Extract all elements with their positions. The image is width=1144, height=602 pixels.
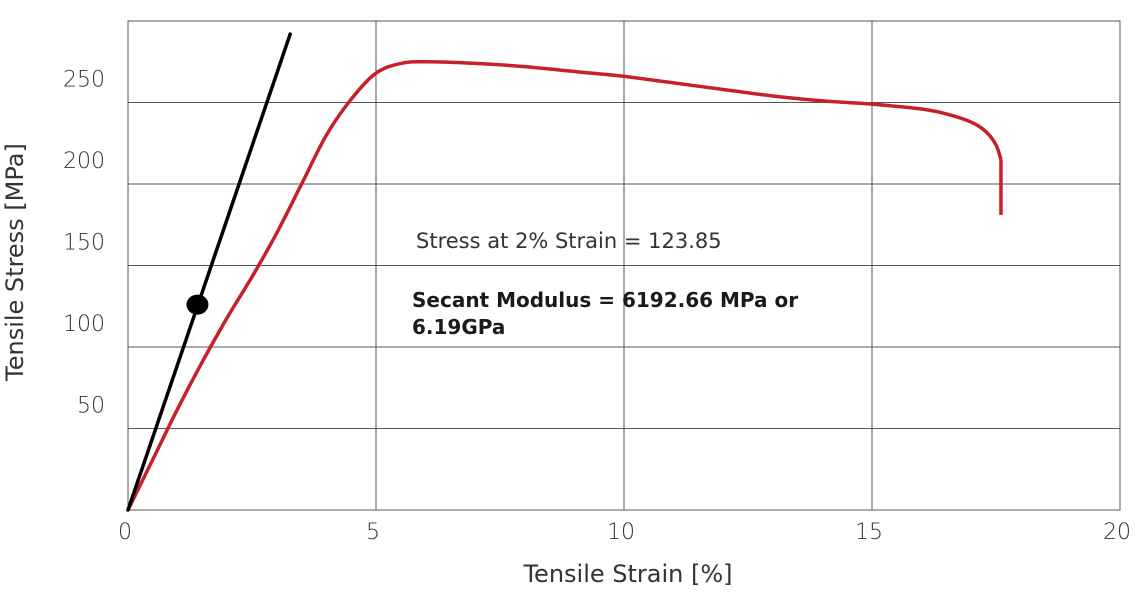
x-tick-label: 15 [855,520,883,545]
annotation-secant-modulus-line2: 6.19GPa [412,315,505,339]
x-tick-label: 20 [1103,520,1131,545]
x-tick-label: 0 [118,520,132,545]
tick-labels: 0 5 10 15 20 50 100 150 200 250 [63,68,1131,546]
x-tick-label: 10 [607,520,635,545]
y-tick-label: 200 [63,149,105,174]
stress-strain-curve [126,60,1003,511]
y-tick-label: 50 [77,394,105,419]
y-tick-label: 100 [63,312,105,337]
secant-point-marker [186,294,209,315]
x-tick-label: 5 [366,520,380,545]
annotation-secant-modulus-line1: Secant Modulus = 6192.66 MPa or [412,288,798,312]
x-axis-label: Tensile Strain [%] [522,560,732,588]
secant-line [126,32,292,512]
y-tick-label: 250 [63,68,105,93]
annotation-stress-at-2pct: Stress at 2% Strain = 123.85 [416,229,722,253]
y-axis-label: Tensile Stress [MPa] [1,143,29,382]
series-layer [126,32,1003,512]
y-tick-label: 150 [63,231,105,256]
grid [127,20,1121,511]
